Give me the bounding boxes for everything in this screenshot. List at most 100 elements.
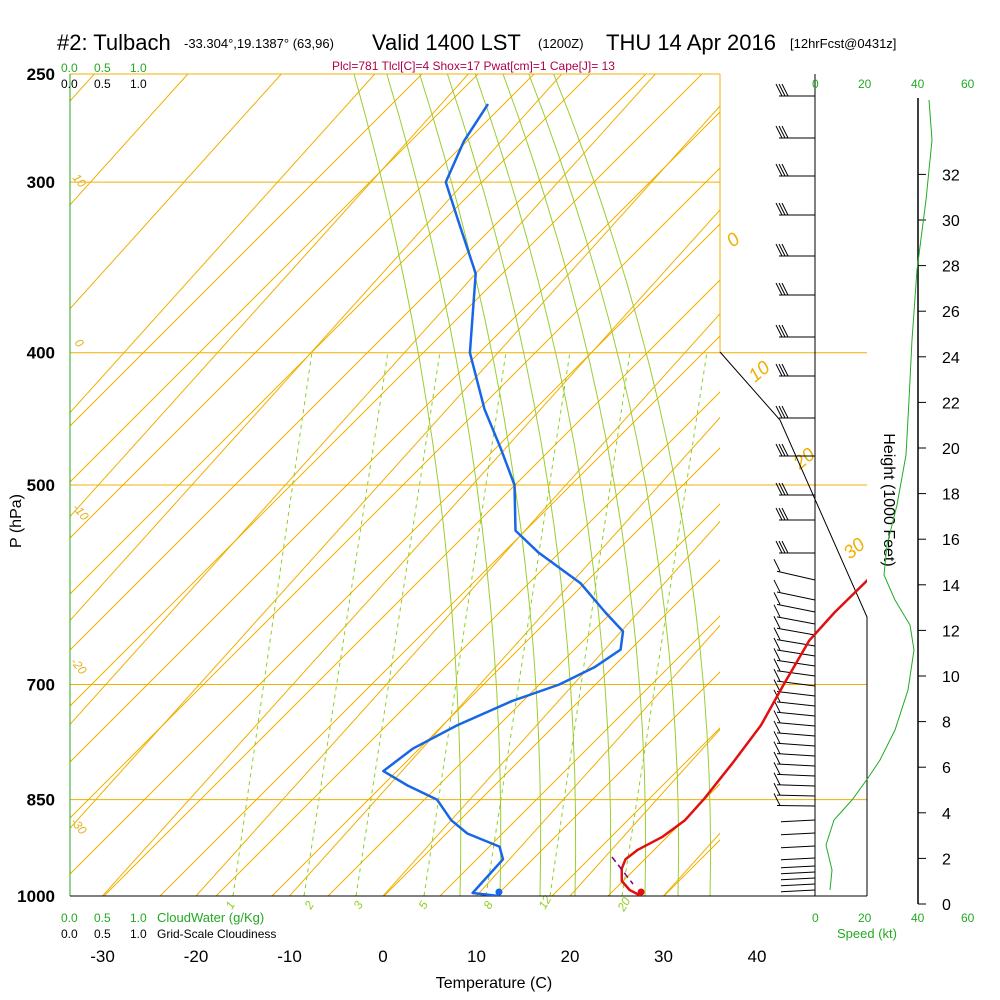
wind-barb (773, 731, 816, 747)
temperature-tick-label: 20 (561, 947, 580, 966)
valid-time: Valid 1400 LST (372, 30, 521, 55)
speed-top-20: 20 (858, 77, 872, 91)
temperature-tick-label: 30 (654, 947, 673, 966)
wind-barb (773, 616, 816, 636)
speed-bot-0: 0 (812, 911, 819, 925)
wind-barb (773, 793, 816, 807)
height-tick-label: 22 (942, 395, 960, 412)
isotherm-line (382, 520, 720, 896)
wind-barb (780, 832, 816, 836)
cloudiness-top-1: 1.0 (130, 77, 147, 91)
mixing-ratio-line (485, 351, 571, 896)
wind-barb (780, 871, 816, 875)
wind-barb (773, 604, 816, 625)
mixing-ratio-line (423, 351, 507, 896)
height-axis-label: Height (1000 Feet) (880, 433, 897, 566)
wind-barb (780, 865, 816, 869)
height-tick-label: 28 (942, 259, 960, 276)
wind-barb (773, 772, 816, 787)
pressure-tick-label: 300 (27, 173, 55, 192)
dry-adiabat-line (70, 167, 720, 819)
mixing-ratio-lines (232, 351, 708, 896)
wind-barb (775, 324, 815, 338)
wind-barb (773, 579, 816, 601)
height-tick-label: 4 (942, 806, 951, 823)
cloudwater-top-1: 1.0 (130, 61, 147, 75)
isotherm-line (851, 74, 1000, 896)
height-tick-label: 2 (942, 851, 951, 868)
cloudwater-label: CloudWater (g/Kg) (157, 910, 264, 925)
wind-barb (780, 857, 816, 861)
wind-barb (773, 668, 816, 687)
wind-barb (775, 363, 815, 377)
speed-bot-20: 20 (858, 911, 872, 925)
forecast-info: [12hrFcst@0431z] (790, 36, 896, 51)
dry-adiabat-line (327, 503, 720, 896)
pressure-tick-label: 250 (27, 65, 55, 84)
pressure-tick-label: 500 (27, 476, 55, 495)
adiabat-label: -30 (68, 815, 90, 838)
wind-barb (780, 819, 816, 823)
adiabat-label: -20 (68, 655, 90, 678)
surface-dewpoint-point (495, 888, 503, 896)
speed-top-40: 40 (911, 77, 925, 91)
pressure-tick-label: 400 (27, 344, 55, 363)
wind-barb (775, 443, 815, 457)
wind-barb (773, 762, 816, 777)
dry-adiabat-line (551, 727, 720, 896)
station-title: #2: Tulbach (57, 30, 171, 55)
mixing-ratio-label: 5 (415, 898, 431, 911)
speed-top-60: 60 (961, 77, 975, 91)
cloudiness-bot-0: 0.0 (61, 927, 78, 941)
dry-adiabat-line (70, 74, 591, 595)
wind-barb (773, 782, 816, 797)
height-tick-label: 26 (942, 304, 960, 321)
wind-barb (775, 405, 815, 419)
wind-barb (775, 540, 815, 554)
isotherm-label: 10 (745, 357, 775, 387)
dry-adiabat-line (70, 223, 720, 875)
isotherm-line (569, 728, 720, 896)
cloudwater-bot-1: 1.0 (130, 911, 147, 925)
height-tick-label: 14 (942, 578, 960, 595)
mixing-ratio-label: 3 (350, 898, 366, 911)
speed-top-0: 0 (812, 77, 819, 91)
height-tick-label: 8 (942, 715, 951, 732)
temperature-curve (620, 578, 867, 896)
wind-barb (775, 282, 815, 296)
pressure-tick-label: 850 (27, 791, 55, 810)
wind-barb (773, 710, 816, 727)
temperature-tick-label: -20 (184, 947, 209, 966)
cloudiness-bot-05: 0.5 (94, 927, 111, 941)
isotherm-label: 0 (723, 229, 745, 252)
wind-barb (773, 679, 816, 697)
forecast-date: THU 14 Apr 2016 (606, 30, 776, 55)
parcel-path (611, 856, 634, 885)
wind-barb (775, 507, 815, 521)
wind-barb (773, 559, 816, 581)
wind-barb (773, 592, 816, 613)
utc-time: (1200Z) (538, 36, 584, 51)
cloudiness-label: Grid-Scale Cloudiness (157, 927, 276, 941)
dewpoint-curve (382, 103, 625, 896)
wind-barb (775, 482, 815, 496)
wind-barb (773, 658, 816, 677)
dry-adiabat-line (439, 615, 720, 896)
height-tick-label: 12 (942, 623, 960, 640)
y-axis-label: P (hPa) (8, 494, 25, 548)
speed-bot-40: 40 (911, 911, 925, 925)
boundary-line (719, 351, 868, 896)
cloudwater-bot-0: 0.0 (61, 911, 78, 925)
height-tick-label: 18 (942, 487, 960, 504)
dry-adiabat-line (70, 74, 479, 483)
surface-temperature-point (637, 888, 645, 896)
wind-speed-profile (825, 99, 933, 891)
sounding-indices: Plcl=781 Tlcl[C]=4 Shox=17 Pwat[cm]=1 Ca… (332, 59, 615, 73)
mixing-ratio-label: 12 (535, 893, 554, 912)
pressure-tick-label: 700 (27, 676, 55, 695)
wind-barb (773, 720, 816, 737)
mixing-ratio-line (621, 351, 708, 896)
mixing-ratio-line (232, 351, 313, 896)
height-tick-label: 24 (942, 350, 960, 367)
dry-adiabat-line (103, 279, 720, 896)
